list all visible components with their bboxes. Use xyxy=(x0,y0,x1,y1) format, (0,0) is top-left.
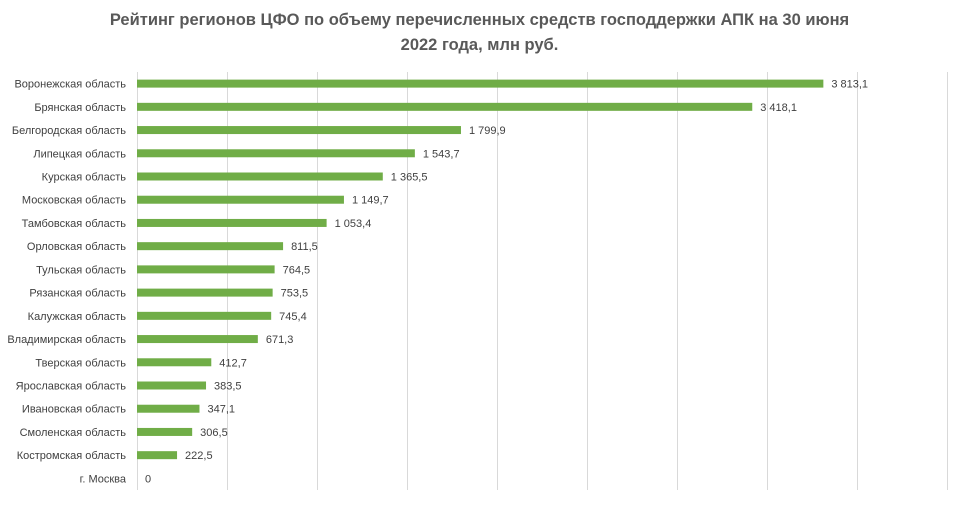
category-label: Калужская область xyxy=(28,311,127,323)
data-label: 3 813,1 xyxy=(831,79,868,91)
data-label: 671,3 xyxy=(266,334,294,346)
category-label: Курская область xyxy=(42,172,127,184)
data-label: 347,1 xyxy=(207,404,235,416)
chart-title-line-2: 2022 года, млн руб. xyxy=(400,36,559,54)
bar xyxy=(137,381,207,390)
category-label: Владимирская область xyxy=(7,334,126,346)
bar xyxy=(137,149,415,158)
bar xyxy=(137,195,344,204)
category-label: Брянская область xyxy=(34,102,126,114)
data-label: 745,4 xyxy=(279,311,307,323)
bar xyxy=(137,242,284,251)
data-label: 306,5 xyxy=(200,427,228,439)
bar xyxy=(137,427,193,436)
category-label: Тверская область xyxy=(35,357,126,369)
category-label: г. Москва xyxy=(80,473,127,485)
category-label: Смоленская область xyxy=(20,427,127,439)
data-label: 1 799,9 xyxy=(469,125,506,137)
chart-title: Рейтинг регионов ЦФО по объему перечисле… xyxy=(0,8,959,58)
data-label: 753,5 xyxy=(281,288,309,300)
data-label: 764,5 xyxy=(283,264,311,276)
category-label: Костромская область xyxy=(17,450,127,462)
category-label: Рязанская область xyxy=(29,288,126,300)
data-label: 0 xyxy=(145,473,151,485)
data-label: 1 543,7 xyxy=(423,148,460,160)
data-label: 811,5 xyxy=(291,241,318,253)
bar xyxy=(137,172,383,181)
category-label: Ярославская область xyxy=(16,381,127,393)
bar xyxy=(137,288,273,297)
data-label: 1 149,7 xyxy=(352,195,389,207)
bar xyxy=(137,102,753,111)
data-label: 1 365,5 xyxy=(391,172,428,184)
category-label: Тульская область xyxy=(36,264,126,276)
category-label: Орловская область xyxy=(27,241,126,253)
data-label: 3 418,1 xyxy=(760,102,797,114)
data-label: 383,5 xyxy=(214,381,242,393)
bar xyxy=(137,358,212,367)
category-label: Липецкая область xyxy=(33,148,126,160)
category-label: Московская область xyxy=(22,195,126,207)
bar xyxy=(137,335,258,344)
category-label: Белгородская область xyxy=(12,125,126,137)
data-label: 1 053,4 xyxy=(335,218,372,230)
bar xyxy=(137,404,200,413)
category-label: Тамбовская область xyxy=(22,218,127,230)
bar xyxy=(137,218,327,227)
bar xyxy=(137,126,461,135)
bar xyxy=(137,79,824,88)
bar xyxy=(137,265,275,274)
category-label: Воронежская область xyxy=(14,79,126,91)
data-label: 222,5 xyxy=(185,450,213,462)
bar xyxy=(137,451,178,460)
bar xyxy=(137,311,272,320)
chart-title-line-1: Рейтинг регионов ЦФО по объему перечисле… xyxy=(109,11,850,29)
data-label: 412,7 xyxy=(219,357,247,369)
category-label: Ивановская область xyxy=(22,404,126,416)
